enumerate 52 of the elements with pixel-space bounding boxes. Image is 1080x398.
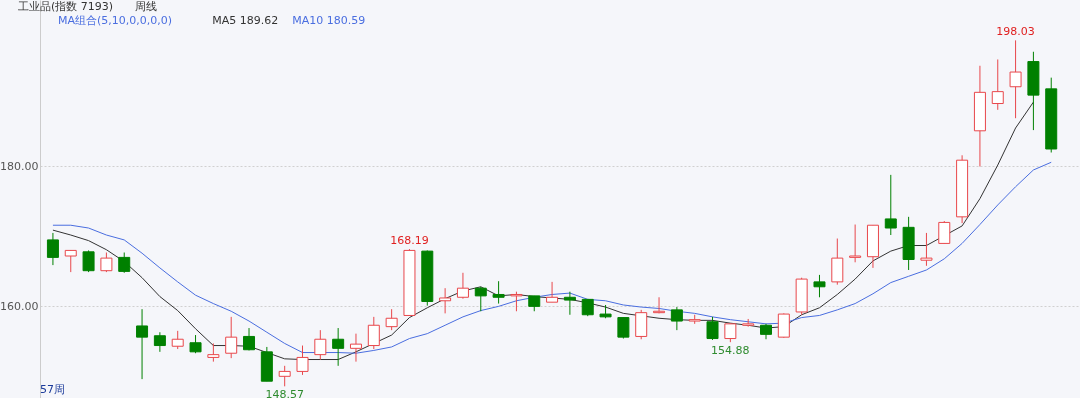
text: MA10 180.59 [292,14,366,27]
candlestick [991,58,1004,111]
candlestick [456,272,469,300]
annotation: 168.19 [390,234,429,248]
candlestick [617,317,630,340]
candlestick [439,287,452,314]
candlestick [64,249,77,273]
candlestick [153,331,166,353]
text: MA5 189.62 [212,14,279,27]
candlestick [849,224,862,263]
y-tick-label: 160.00 [0,299,39,313]
candlestick [136,308,149,380]
candlestick [225,316,238,359]
candlestick [349,333,362,363]
candlestick [510,291,523,312]
annotation: 148.57 [265,388,304,398]
annotation: 154.88 [711,344,750,358]
candlestick [100,252,113,273]
candlestick [724,322,737,343]
candlestick [831,238,844,286]
candlestick [563,291,576,316]
candlestick [314,329,327,361]
candlestick [706,316,719,341]
candlestick [171,330,184,350]
candlestick [884,174,897,236]
candlestick [189,334,202,354]
legend-title: MA组合(5,10,0,0,0,0) [58,14,173,27]
candlestick [1009,39,1022,119]
candlestick [118,252,131,274]
candlestick [635,309,648,340]
candlestick [938,220,951,244]
line-series [52,161,1052,354]
annotation: 198.03 [996,25,1035,39]
chart-subtitle: 周线 [135,0,157,13]
candlestick [296,345,309,376]
y-tick-label: 180.00 [0,159,39,173]
candlestick [385,308,398,331]
candlestick [46,232,59,266]
candlestick [777,312,790,339]
candlestick [332,327,345,367]
candlestick [920,232,933,267]
candlestick [492,280,505,305]
candlestick [82,249,95,273]
candlestick [367,316,380,350]
candlestick [813,274,826,298]
candlestick [207,342,220,363]
candlestick [278,365,291,387]
annotation: 57周 [40,383,65,396]
candlestick [546,281,559,303]
candlestick [474,286,487,312]
chart-title: 工业品(指数 7193) [18,0,114,13]
candlestick [670,306,683,331]
